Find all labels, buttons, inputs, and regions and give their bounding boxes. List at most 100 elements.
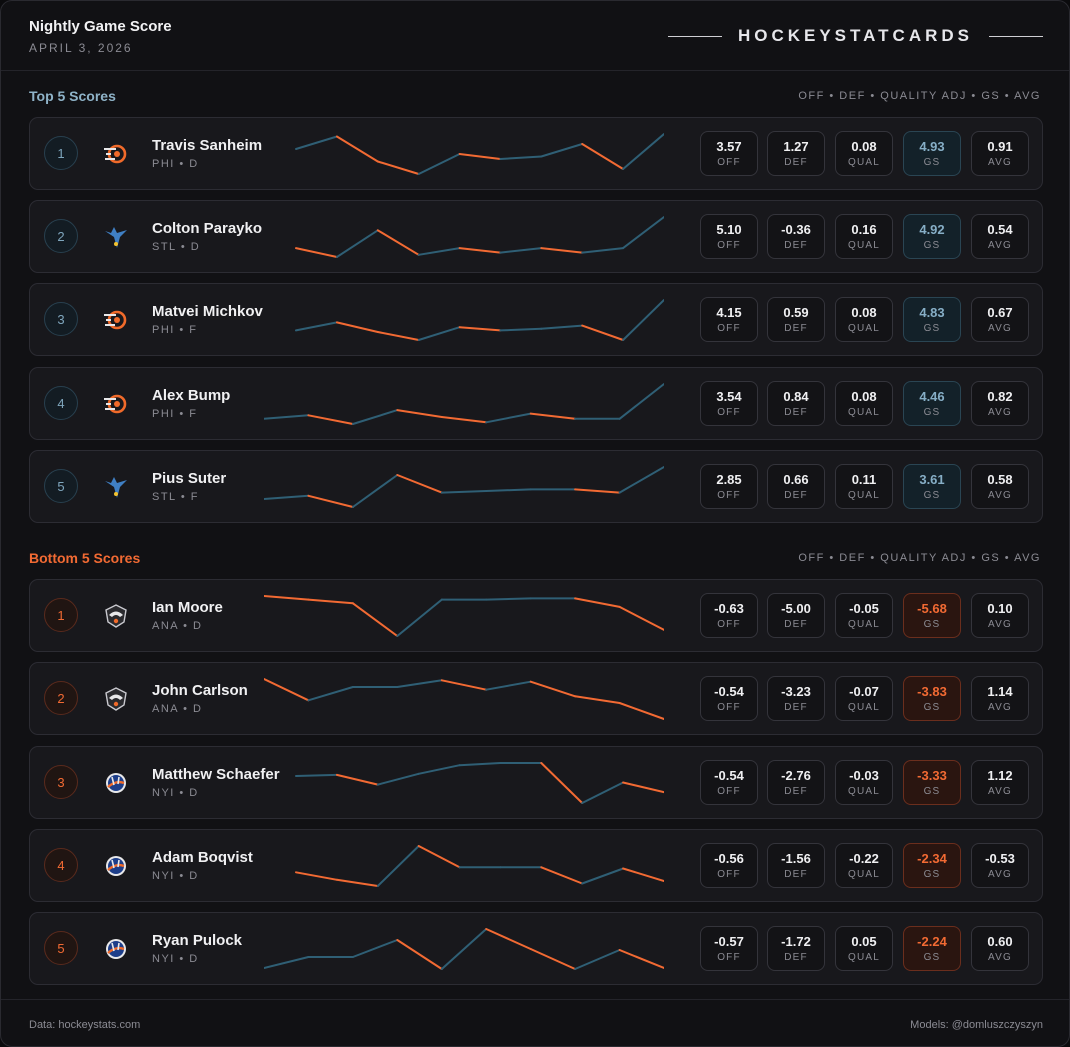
bottom-player-row: 4 Adam Boqvist NYI • D -0.56 OFF -1.56 DEF -0.2… (29, 829, 1043, 902)
team-logo-icon (102, 141, 130, 167)
sparkline-segment (264, 595, 310, 601)
sparkline-segment (581, 143, 625, 170)
stat-def-value: -3.23 (781, 684, 811, 699)
stat-def: -2.76 DEF (767, 760, 825, 805)
rank-badge: 3 (44, 765, 78, 799)
stat-avg-label: AVG (988, 702, 1012, 713)
stat-avg-label: AVG (988, 323, 1012, 334)
bottom-section-title: Bottom 5 Scores (29, 550, 141, 566)
sparkline-segment (396, 409, 443, 418)
stat-gs: -2.24 GS (903, 926, 961, 971)
sparkline-chart (264, 678, 664, 720)
stat-off: -0.56 OFF (700, 843, 758, 888)
stat-avg: 0.82 AVG (971, 381, 1029, 426)
player-team-position: ANA • D (152, 620, 203, 632)
stat-def-value: 1.27 (783, 139, 809, 154)
stat-qual-label: QUAL (847, 786, 881, 797)
sparkline-chart (295, 216, 664, 258)
sparkline-segment (574, 695, 621, 704)
stat-off-value: 3.57 (716, 139, 742, 154)
stat-qual-label: QUAL (847, 323, 881, 334)
sparkline-segment (295, 247, 338, 258)
footer: Data: hockeystats.com Models: @domluszcz… (1, 999, 1069, 1046)
sparkline-segment (335, 773, 379, 786)
top-section-title: Top 5 Scores (29, 88, 116, 104)
stat-avg-label: AVG (988, 952, 1012, 963)
stat-qual-value: 0.08 (851, 305, 877, 320)
sparkline-segment (618, 466, 664, 494)
stat-gs-label: GS (923, 869, 941, 880)
stat-gs: 4.93 GS (903, 131, 961, 176)
sparkline-chart (295, 133, 664, 175)
stat-off: 5.10 OFF (700, 214, 758, 259)
sparkline-segment (376, 772, 420, 786)
stat-avg: 1.14 AVG (971, 676, 1029, 721)
stat-qual-label: QUAL (847, 490, 881, 501)
stat-def: -5.00 DEF (767, 593, 825, 638)
player-team-position: PHI • D (152, 158, 199, 170)
sparkline-segment (307, 598, 354, 605)
stat-gs-value: 3.61 (919, 472, 945, 487)
player-name: John Carlson (152, 682, 248, 699)
stat-def: 0.84 DEF (767, 381, 825, 426)
stat-gs-label: GS (923, 157, 941, 168)
stat-off-value: 4.15 (716, 305, 742, 320)
team-logo-icon (102, 224, 130, 250)
stat-gs-value: -3.83 (917, 684, 947, 699)
stat-qual: 0.08 QUAL (835, 381, 893, 426)
stat-def-label: DEF (784, 702, 808, 713)
stat-off: -0.63 OFF (700, 593, 758, 638)
top-player-row: 3 Matvei Michkov PHI • F 4.15 OFF 0.59 DEF 0.08… (29, 283, 1043, 356)
player-name: Ryan Pulock (152, 932, 243, 949)
stat-gs-label: GS (923, 490, 941, 501)
sparkline-segment (618, 605, 664, 631)
stat-def: -3.23 DEF (767, 676, 825, 721)
stat-gs-label: GS (923, 952, 941, 963)
stat-qual-label: QUAL (847, 619, 881, 630)
stat-avg-value: 0.10 (987, 601, 1013, 616)
bottom-section-legend: OFF • DEF • QUALITY ADJ • GS • AVG (798, 552, 1041, 564)
stat-qual-value: 0.08 (851, 389, 877, 404)
team-logo-icon (102, 686, 130, 712)
sparkline-segment (396, 939, 443, 970)
stat-qual-label: QUAL (847, 157, 881, 168)
sparkline-segment (264, 956, 310, 969)
sparkline-segment (581, 247, 625, 254)
rank-badge: 1 (44, 136, 78, 170)
stat-avg: 0.60 AVG (971, 926, 1029, 971)
stat-avg: 1.12 AVG (971, 760, 1029, 805)
stat-def-label: DEF (784, 619, 808, 630)
sparkline-segment (396, 598, 443, 637)
stat-gs-value: -3.33 (917, 768, 947, 783)
page-date: APRIL 3, 2026 (29, 41, 133, 55)
sparkline-segment (499, 327, 543, 332)
stat-off-label: OFF (717, 619, 741, 630)
stat-off-value: -0.56 (714, 851, 744, 866)
stat-off-value: -0.57 (714, 934, 744, 949)
brand-rule-left (667, 35, 722, 37)
stat-def-value: -1.56 (781, 851, 811, 866)
sparkline-segment (376, 331, 420, 341)
team-logo-icon (102, 391, 130, 417)
stat-avg: 0.91 AVG (971, 131, 1029, 176)
sparkline-chart (295, 845, 664, 887)
player-team-position: PHI • F (152, 324, 198, 336)
stat-off: 3.54 OFF (700, 381, 758, 426)
sparkline-segment (499, 155, 543, 160)
stat-qual: -0.22 QUAL (835, 843, 893, 888)
sparkline-segment (622, 781, 664, 794)
sparkline-segment (581, 867, 625, 885)
stat-def-value: -1.72 (781, 934, 811, 949)
stat-def-label: DEF (784, 490, 808, 501)
sparkline-segment (335, 135, 379, 163)
sparkline-segment (458, 247, 502, 254)
brand: HOCKEYSTATCARDS (667, 26, 1043, 46)
stat-avg-label: AVG (988, 407, 1012, 418)
stat-avg-value: 0.58 (987, 472, 1013, 487)
sparkline-segment (417, 326, 461, 341)
stat-def: 1.27 DEF (767, 131, 825, 176)
top-player-row: 5 Pius Suter STL • F 2.85 OFF 0.66 DEF 0.11 QUAL… (29, 450, 1043, 523)
sparkline-segment (351, 939, 399, 958)
sparkline-segment (540, 247, 584, 254)
stat-avg-value: 0.91 (987, 139, 1013, 154)
